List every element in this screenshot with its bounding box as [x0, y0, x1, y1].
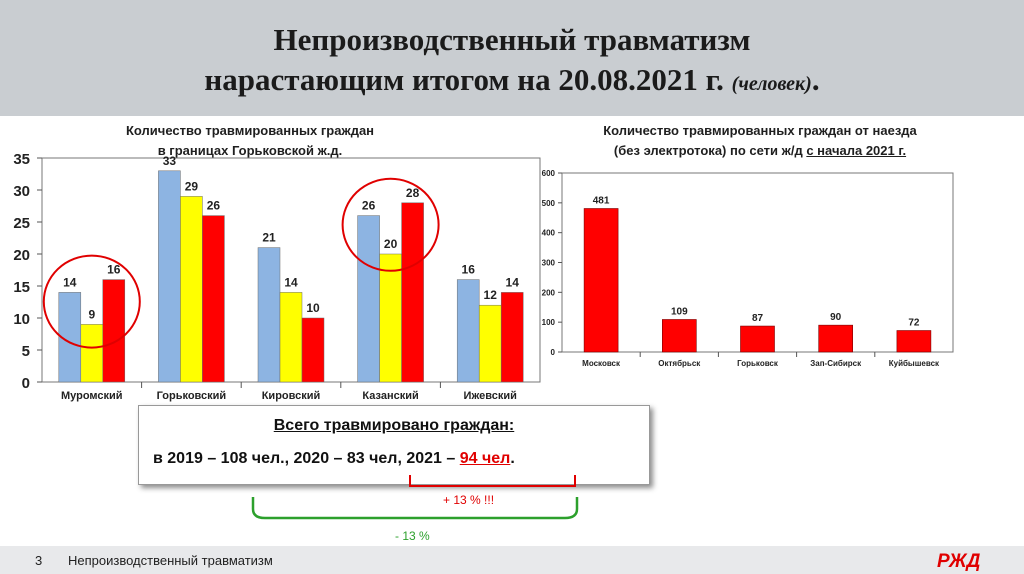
data-label: 9 — [88, 307, 95, 321]
delta-2020-label: + 13 % !!! — [443, 493, 495, 507]
y-tick-label: 30 — [13, 183, 30, 200]
y-tick-label: 300 — [542, 259, 556, 268]
rzd-logo-icon: РЖД — [937, 551, 981, 572]
left-chart-title-line2: в границах Горьковской ж.д. — [157, 143, 343, 158]
data-label: 16 — [462, 263, 476, 277]
right-chart-title: Количество травмированных граждан от нае… — [560, 121, 960, 161]
x-tick-label: Горьковский — [157, 390, 227, 402]
slide-title-date: нарастающим итогом на 20.08.2021 г. — [204, 62, 724, 97]
y-tick-label: 0 — [22, 375, 30, 392]
data-label: 14 — [284, 275, 298, 289]
bar — [301, 317, 325, 383]
data-label: 28 — [406, 186, 420, 200]
data-label: 10 — [306, 301, 320, 315]
data-label: 21 — [262, 231, 276, 245]
totals-box: Всего травмировано граждан: в 2019 – 108… — [138, 405, 650, 485]
data-label: 26 — [362, 199, 376, 213]
x-tick-label: Кировский — [262, 390, 321, 402]
data-label: 26 — [207, 199, 221, 213]
y-tick-label: 200 — [542, 288, 556, 297]
bar — [818, 324, 854, 353]
bar — [401, 202, 424, 383]
y-tick-label: 400 — [542, 229, 556, 238]
y-tick-label: 0 — [551, 348, 556, 357]
bar — [583, 208, 619, 353]
data-label: 87 — [752, 313, 764, 324]
totals-heading: Всего травмировано граждан: — [273, 417, 515, 434]
x-tick-label: Казанский — [362, 390, 418, 402]
bar — [102, 279, 126, 383]
slide-title-unit: (человек) — [731, 73, 812, 95]
x-tick-label: Ижевский — [464, 390, 517, 402]
data-label: 109 — [671, 306, 688, 317]
bar — [202, 215, 225, 383]
y-tick-label: 100 — [542, 318, 556, 327]
left-chart-title: Количество травмированных граждан в гран… — [90, 121, 410, 161]
x-tick-label: Октябрьск — [658, 359, 701, 368]
data-label: 90 — [830, 312, 842, 323]
right-chart-title-line2-prefix: (без электротока) по сети ж/д — [613, 143, 807, 158]
delta-2019-label: - 13 % — [395, 529, 430, 543]
totals-line: в 2019 – 108 чел., 2020 – 83 чел, 2021 –… — [153, 450, 515, 468]
right-bar-chart: 0 100 200 300 400 500 600 481 Московск 109 Октябрь… — [542, 169, 954, 368]
highlight-circle — [341, 177, 440, 272]
bar — [662, 319, 697, 353]
footer-title: Непроизводственный травматизм — [68, 553, 273, 568]
x-tick-label: Горьковск — [737, 359, 779, 368]
red-bracket — [409, 475, 576, 487]
slide-title-line1: Непроизводственный травматизм — [273, 22, 751, 57]
totals-line-suffix: . — [510, 450, 515, 467]
right-chart-title-line2: (без электротока) по сети ж/д с начала 2… — [560, 141, 960, 161]
page-number: 3 — [35, 553, 43, 568]
data-label: 20 — [384, 237, 398, 251]
x-tick-label: Зап-Сибирск — [810, 359, 862, 368]
y-tick-label: 35 — [13, 151, 30, 168]
green-bracket — [251, 497, 579, 520]
slide-title-line2: нарастающим итогом на 20.08.2021 г. (чел… — [204, 62, 820, 97]
y-tick-label: 10 — [13, 311, 30, 328]
right-chart-title-line1: Количество травмированных граждан от нае… — [603, 123, 917, 138]
data-label: 14 — [63, 275, 77, 289]
data-label: 29 — [185, 179, 199, 193]
y-tick-label: 20 — [13, 247, 30, 264]
x-tick-label: Куйбышевск — [889, 359, 940, 368]
x-tick-label: Муромский — [61, 390, 123, 402]
y-tick-label: 15 — [13, 279, 30, 296]
data-label: 481 — [593, 196, 610, 207]
data-label: 33 — [163, 154, 177, 168]
x-tick-label: Московск — [582, 359, 621, 368]
y-tick-label: 5 — [22, 343, 30, 360]
left-chart-title-line1: Количество травмированных граждан — [125, 123, 375, 138]
y-tick-label: 25 — [13, 215, 30, 232]
svg-text:РЖД: РЖД — [937, 551, 981, 572]
totals-line-highlight: 94 чел — [459, 450, 511, 467]
y-tick-label: 500 — [542, 199, 556, 208]
bar — [896, 330, 932, 353]
data-label: 16 — [107, 263, 121, 277]
y-tick-label: 600 — [542, 169, 556, 178]
totals-line-prefix: в 2019 – 108 чел., 2020 – 83 чел, 2021 – — [153, 450, 460, 467]
data-label: 12 — [484, 288, 498, 302]
slide-footer: 3 Непроизводственный травматизм — [0, 546, 1024, 574]
bar — [500, 292, 524, 383]
bar — [740, 325, 775, 353]
highlight-circle — [42, 254, 141, 349]
slide-header: Непроизводственный травматизм нарастающи… — [0, 0, 1024, 116]
data-label: 72 — [908, 318, 920, 329]
data-label: 14 — [506, 275, 520, 289]
right-chart-title-line2-underlined: с начала 2021 г. — [806, 143, 907, 158]
